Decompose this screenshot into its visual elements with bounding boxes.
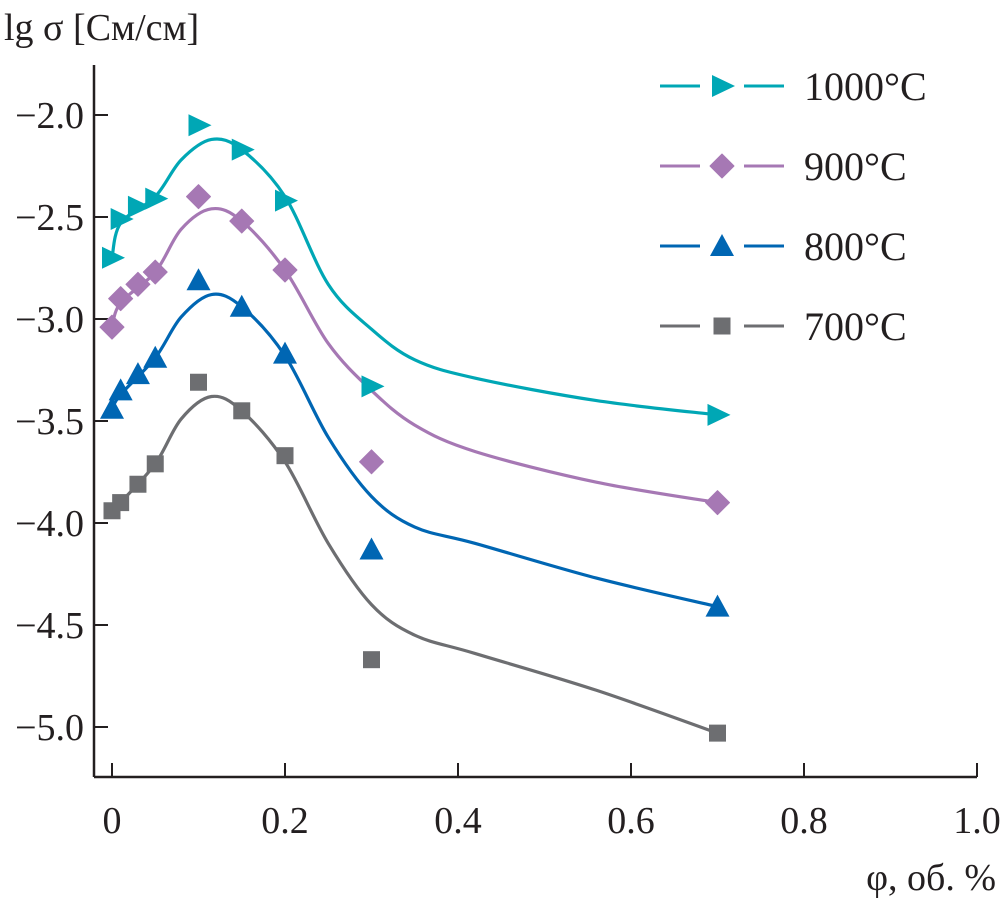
y-tick-label: −3.5 (15, 401, 84, 443)
fit-curve-900c (110, 206, 718, 505)
data-point-700c (233, 402, 251, 420)
x-tick-label: 0.6 (607, 800, 655, 842)
data-point-700c (190, 373, 207, 391)
legend-label-900c: 900°C (804, 144, 907, 189)
data-point-700c (112, 494, 130, 512)
data-point-700c (146, 455, 164, 473)
data-point-700c (276, 447, 294, 465)
data-point-800c (108, 378, 133, 401)
data-point-1000c (361, 375, 385, 398)
fit-curve-1000c (110, 137, 718, 417)
data-point-900c (108, 286, 134, 312)
fit-curve-700c (110, 394, 719, 735)
data-point-900c (125, 271, 151, 297)
data-point-800c (100, 396, 124, 419)
data-point-800c (229, 294, 254, 317)
legend: 1000°C 900°C 800°C 700°C (660, 64, 927, 349)
data-point-800c (143, 345, 168, 368)
data-point-1000c (102, 246, 125, 269)
y-tick-label: −5.0 (15, 707, 84, 749)
data-point-1000c (275, 189, 298, 212)
data-points (99, 114, 731, 742)
data-point-1000c (110, 208, 134, 231)
y-tick-label: −2.0 (15, 95, 84, 137)
legend-label-1000c: 1000°C (804, 64, 927, 109)
x-tick-label: 0 (103, 800, 122, 842)
legend-label-800c: 800°C (804, 224, 907, 269)
data-point-1000c (145, 187, 169, 210)
legend-marker-1000c (712, 75, 735, 97)
data-point-900c (705, 490, 730, 516)
data-point-700c (709, 724, 726, 742)
x-tick-label: 0.2 (261, 800, 309, 842)
data-point-800c (186, 268, 211, 291)
data-point-800c (273, 341, 297, 364)
data-point-800c (125, 362, 150, 385)
legend-marker-900c (709, 153, 735, 179)
data-point-1000c (707, 403, 731, 426)
y-axis-title: lg σ [См/см] (4, 7, 199, 49)
y-tick-label: −4.5 (15, 605, 84, 647)
data-point-1000c (188, 114, 212, 137)
x-tick-label: 0.4 (434, 800, 482, 842)
fit-curve-800c (110, 292, 718, 609)
data-point-900c (229, 208, 255, 234)
data-point-900c (359, 449, 384, 475)
y-tick-label: −2.5 (15, 197, 84, 239)
legend-marker-700c (713, 317, 731, 335)
data-point-900c (99, 314, 125, 340)
data-point-700c (129, 475, 147, 493)
data-point-900c (186, 184, 211, 210)
data-point-1000c (127, 195, 151, 218)
axes: −2.0 −2.5 −3.0 −3.5 −4.0 −4.5 −5.0 0 0.2 0.4 0.6 0.… (15, 65, 1000, 842)
y-tick-label: −4.0 (15, 503, 84, 545)
x-tick-label: 0.8 (780, 800, 828, 842)
data-point-900c (272, 257, 298, 283)
data-point-800c (705, 594, 730, 617)
y-tick-label: −3.0 (15, 299, 84, 341)
x-tick-label: 1.0 (953, 800, 1000, 842)
data-point-800c (359, 537, 384, 560)
legend-label-700c: 700°C (804, 304, 907, 349)
x-axis-title: φ, об. % (866, 857, 996, 898)
legend-marker-800c (710, 234, 734, 256)
data-point-900c (142, 259, 168, 285)
fit-curves (110, 137, 719, 735)
data-point-700c (363, 651, 380, 669)
data-point-1000c (231, 138, 255, 161)
